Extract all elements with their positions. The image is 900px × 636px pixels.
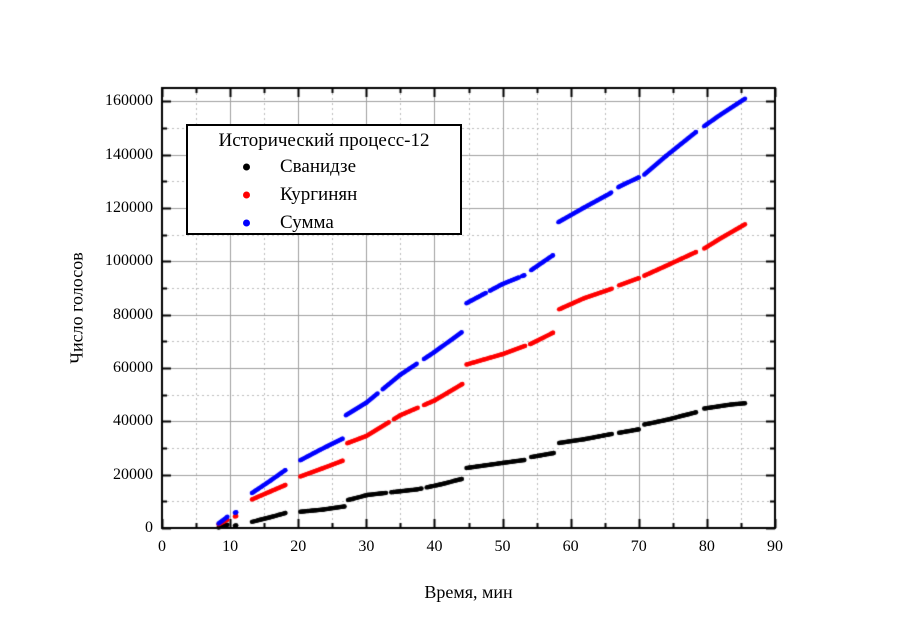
y-tick-label: 40000 bbox=[113, 412, 153, 430]
y-tick-label: 140000 bbox=[105, 145, 153, 163]
x-tick-label: 60 bbox=[562, 538, 579, 555]
kurginyan-marker-icon bbox=[243, 191, 250, 199]
x-tick-label: 40 bbox=[426, 538, 443, 555]
x-tick-label: 10 bbox=[222, 538, 239, 555]
legend-label: Сумма bbox=[280, 212, 334, 233]
x-tick-label: 50 bbox=[494, 538, 511, 555]
legend: Исторический процесс-12 Сванидзе Кургиня… bbox=[186, 124, 462, 235]
legend-label: Сванидзе bbox=[280, 156, 356, 177]
x-tick-label: 90 bbox=[767, 538, 783, 555]
y-tick-label: 60000 bbox=[113, 359, 153, 376]
y-tick-label: 100000 bbox=[105, 252, 153, 270]
legend-item-svanidze: Сванидзе bbox=[188, 153, 460, 181]
y-tick-label: 80000 bbox=[113, 305, 153, 323]
x-axis-title: Время, мин bbox=[424, 582, 513, 602]
x-tick-label: 30 bbox=[358, 538, 375, 555]
x-tick-label: 20 bbox=[290, 538, 307, 555]
x-tick-label: 80 bbox=[698, 538, 715, 555]
legend-item-kurginyan: Кургинян bbox=[188, 181, 460, 209]
y-tick-label: 0 bbox=[145, 519, 153, 536]
x-tick-label: 70 bbox=[630, 538, 647, 555]
svanidze-marker-icon bbox=[243, 163, 250, 171]
y-axis-title: Число голосов bbox=[66, 252, 87, 364]
y-tick-label: 20000 bbox=[113, 465, 153, 483]
legend-title: Исторический процесс-12 bbox=[218, 130, 430, 151]
y-tick-label: 160000 bbox=[105, 92, 153, 110]
y-tick-label: 120000 bbox=[105, 199, 153, 216]
summa-marker-icon bbox=[243, 219, 250, 227]
legend-label: Кургинян bbox=[280, 184, 358, 205]
x-tick-label: 0 bbox=[158, 538, 166, 555]
legend-item-summa: Сумма bbox=[188, 209, 460, 237]
